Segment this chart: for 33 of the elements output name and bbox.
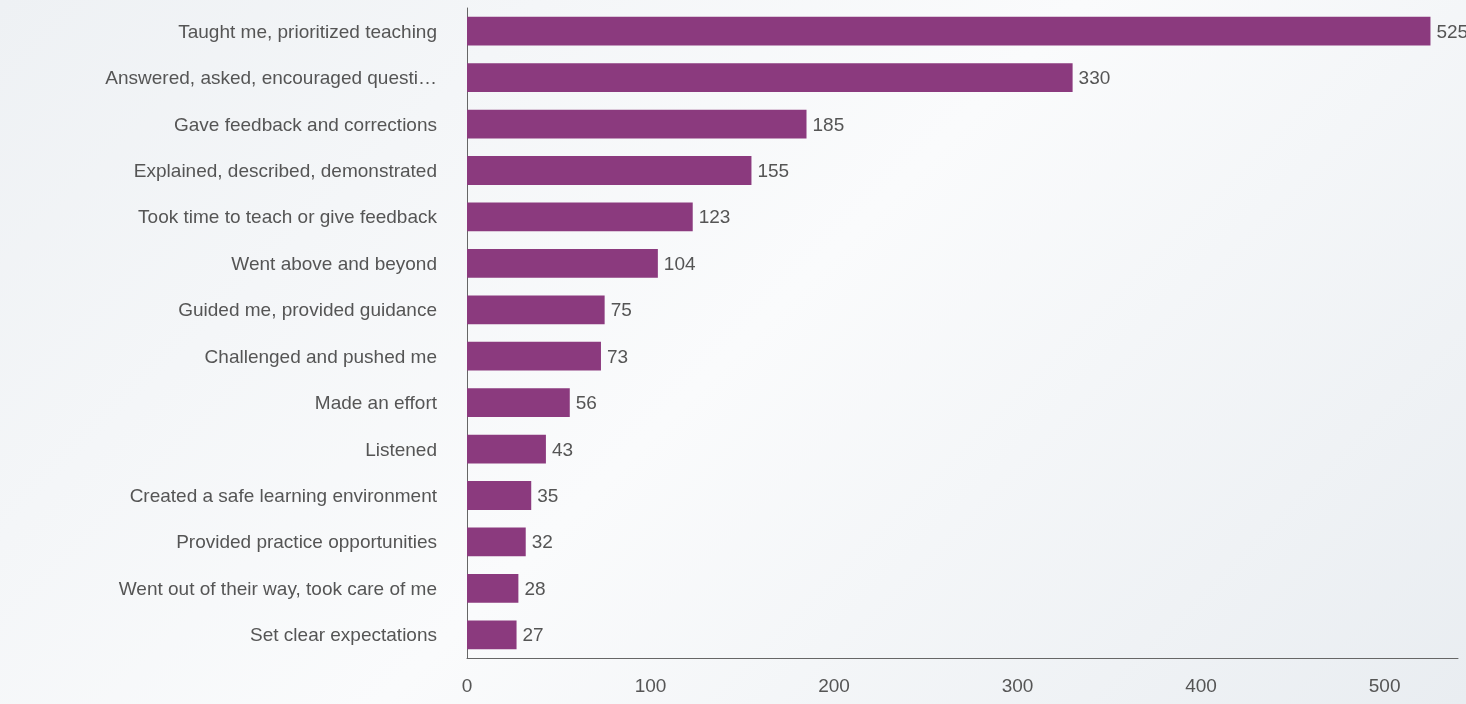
- data-label: 155: [757, 160, 790, 181]
- y-tick-label: Taught me, prioritized teaching: [178, 20, 437, 42]
- x-tick-label: 400: [1185, 675, 1217, 696]
- data-label: 27: [522, 624, 544, 646]
- data-label: 35: [537, 485, 559, 506]
- data-label: 32: [531, 531, 553, 553]
- y-tick-label: Created a safe learning environment: [129, 485, 438, 506]
- y-tick-label: Gave feedback and corrections: [174, 113, 437, 135]
- data-label: 75: [610, 299, 632, 321]
- data-label: 43: [551, 438, 574, 460]
- y-tick-label: Took time to teach or give feedback: [138, 206, 438, 228]
- y-tick-label: Set clear expectations: [250, 624, 437, 646]
- data-label: 104: [663, 252, 696, 274]
- x-tick-label: 300: [1001, 675, 1034, 696]
- x-tick-label: 0: [461, 675, 473, 696]
- y-tick-label: Challenged and pushed me: [204, 345, 437, 367]
- data-label: 56: [575, 392, 597, 414]
- data-label: 330: [1078, 67, 1111, 89]
- y-tick-label: Explained, described, demonstrated: [133, 160, 437, 181]
- y-tick-label: Went above and beyond: [231, 252, 437, 274]
- x-tick-label: 100: [634, 675, 667, 696]
- data-label: 73: [606, 345, 629, 367]
- y-tick-label: Provided practice opportunities: [176, 531, 437, 553]
- data-label: 28: [524, 577, 546, 599]
- data-label: 185: [812, 113, 845, 135]
- data-label: 123: [698, 206, 731, 228]
- y-tick-label: Made an effort: [314, 392, 438, 414]
- y-tick-label: Listened: [365, 438, 437, 460]
- x-tick-label: 500: [1368, 675, 1401, 696]
- y-tick-label: Guided me, provided guidance: [178, 299, 437, 321]
- x-tick-label: 200: [818, 675, 850, 696]
- y-tick-label: Answered, asked, encouraged questi…: [105, 67, 437, 89]
- y-tick-label: Went out of their way, took care of me: [118, 577, 437, 599]
